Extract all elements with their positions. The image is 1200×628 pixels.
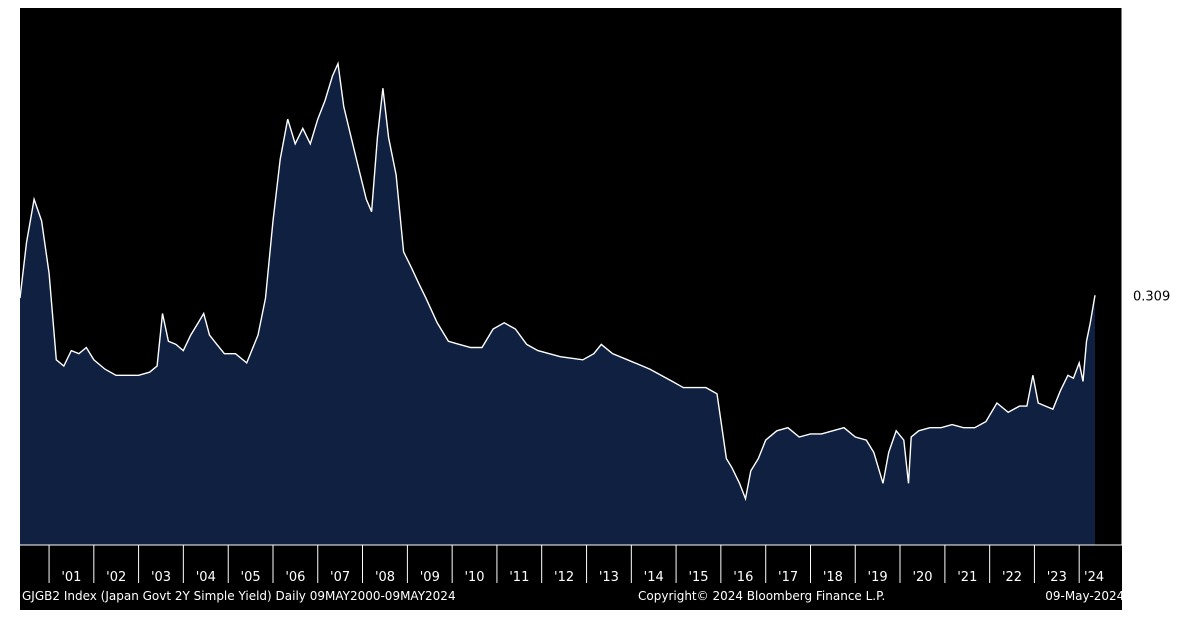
x-tick-label: '07 (330, 570, 350, 585)
last-value-label: 0.309 (1124, 286, 1172, 305)
x-tick-label: '12 (554, 570, 574, 585)
x-tick-label: '01 (61, 570, 81, 585)
footer-copyright: Copyright© 2024 Bloomberg Finance L.P. (638, 589, 885, 603)
y-tick-label: 0.600 (1130, 200, 1167, 215)
x-tick-label: '03 (151, 570, 171, 585)
y-tick-label: -0.200 (1130, 446, 1172, 461)
x-tick-label: '06 (285, 570, 305, 585)
x-tick-label: '02 (106, 570, 126, 585)
x-tick-label: '08 (375, 570, 395, 585)
x-tick-label: '09 (420, 570, 440, 585)
x-tick-label: '14 (644, 570, 664, 585)
y-tick-label: 0.400 (1130, 261, 1167, 276)
footer-index-description: GJGB2 Index (Japan Govt 2Y Simple Yield)… (22, 589, 456, 603)
yield-area (20, 63, 1095, 545)
x-tick-label: '20 (912, 570, 932, 585)
x-tick-label: '13 (599, 570, 619, 585)
y-tick-label: 0.800 (1130, 138, 1167, 153)
x-tick-label: '10 (464, 570, 484, 585)
y-tick-label: 0.000 (1130, 385, 1167, 400)
last-value-text: 0.309 (1133, 289, 1170, 304)
x-tick-label: '18 (823, 570, 843, 585)
x-tick-label: '05 (241, 570, 261, 585)
last-value-label-background (1124, 286, 1172, 305)
yield-line (19, 61, 1096, 502)
y-axis: 1.200 1.000 0.800 0.600 0.400 0.200 0.000 -0.20… (1122, 14, 1172, 523)
x-tick-label: '15 (688, 570, 708, 585)
series-area-group (19, 61, 1096, 545)
x-tick-label: '16 (733, 570, 753, 585)
x-tick-label: '23 (1047, 570, 1067, 585)
y-tick-label: 1.000 (1130, 76, 1167, 91)
x-tick-label: '19 (868, 570, 888, 585)
y-tick-label: -0.400 (1130, 508, 1172, 523)
y-tick-label: 1.200 (1130, 14, 1167, 29)
x-tick-label: '11 (509, 570, 529, 585)
footer-timestamp: 09-May-2024 07:43:03 (1045, 589, 1182, 603)
y-tick-label: 0.200 (1130, 323, 1167, 338)
x-tick-label: '17 (778, 570, 798, 585)
x-axis: '01 '02 '03 '04 '05 '06 '07 '08 '09 '10 '11 '12 '13 '… (48, 545, 1104, 585)
x-tick-label: '04 (196, 570, 216, 585)
x-tick-label: '22 (1002, 570, 1022, 585)
x-tick-label: '21 (957, 570, 977, 585)
x-tick-label: '24 (1084, 570, 1104, 585)
